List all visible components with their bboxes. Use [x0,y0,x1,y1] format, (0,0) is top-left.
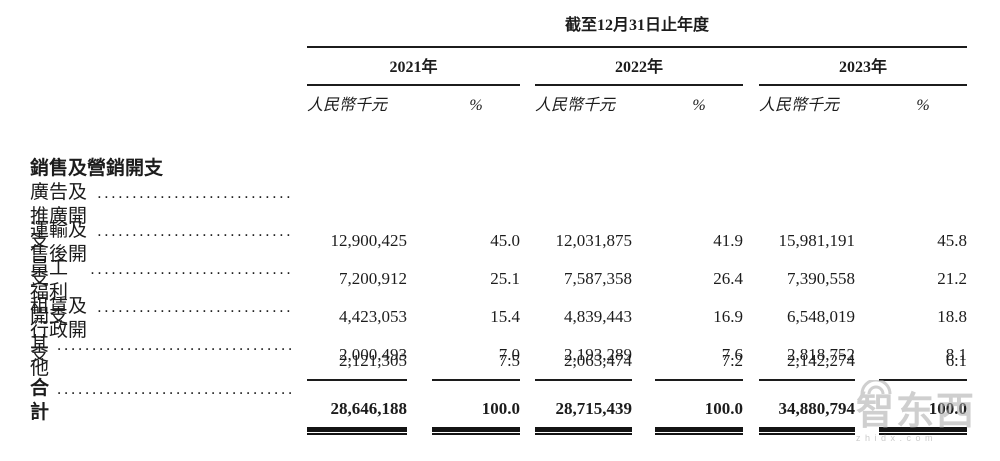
percent-value: 8.1 [945,345,967,364]
amount-value: 7,587,358 [564,269,632,288]
double-rule [655,429,743,435]
double-rule [307,429,407,435]
year-header-2021: 2021年 [307,48,520,86]
amount-value: 4,423,053 [339,307,407,326]
amount-value: 2,121,305 [307,349,407,381]
percent-header-2021: % [469,97,483,114]
unit-header-2021: 人民幣千元 [307,97,388,114]
row-label-cell: 其他 [30,333,307,381]
total-label-cell: 合計 [30,377,307,432]
percent-value: 41.9 [713,231,743,250]
dot-leader [57,378,291,402]
total-percent-2023: 100.0 [879,397,967,432]
row-label-cell: 廣告及推廣開支 [30,181,307,253]
percent-value: 7.5 [432,349,520,381]
amount-value: 15,981,191 [778,231,856,250]
row-label-cell: 員工福利開支 [30,257,307,329]
dot-leader [57,334,291,358]
percent-value: 45.8 [937,231,967,250]
total-percent-2021: 100.0 [432,397,520,432]
period-header-row: 截至12月31日止年度 [30,14,1000,48]
year-header-2023: 2023年 [759,48,967,86]
amount-value: 2,818,752 [787,345,855,364]
double-rule [432,429,520,435]
percent-value: 6.1 [879,349,967,381]
section-header-row: 銷售及營銷開支 [30,157,1000,181]
total-amount-2022: 28,715,439 [535,397,632,432]
expense-rows: 廣告及推廣開支 12,900,425 45.0 12,031,875 41.9 15,98… [30,181,1000,381]
percent-value: 21.2 [937,269,967,288]
total-amount-2023: 34,880,794 [759,397,855,432]
table-row: 其他 2,121,305 7.5 2,063,474 7.2 2,142,274 6.1 [30,333,1000,381]
percent-value: 16.9 [713,307,743,326]
amount-value: 7,390,558 [787,269,855,288]
percent-value: 7.2 [655,349,743,381]
row-label: 員工福利開支 [30,258,69,327]
unit-header-row: 人民幣千元 % 人民幣千元 % 人民幣千元 % [30,86,1000,117]
dot-leader [97,220,291,244]
percent-value: 26.4 [713,269,743,288]
table-row: 員工福利開支 4,423,053 15.4 4,839,443 16.9 6,548,01… [30,257,1000,327]
percent-value: 25.1 [490,269,520,288]
section-header: 銷售及營銷開支 [30,158,164,179]
amount-value: 6,548,019 [787,307,855,326]
dot-leader [97,182,291,206]
percent-header-2023: % [916,97,930,114]
amount-value: 2,000,493 [339,345,407,364]
amount-value: 7,200,912 [339,269,407,288]
double-rule [759,429,855,435]
year-header-2022: 2022年 [535,48,743,86]
percent-value: 18.8 [937,307,967,326]
unit-header-2022: 人民幣千元 [535,97,616,114]
unit-header-2023: 人民幣千元 [759,97,840,114]
table-row: 廣告及推廣開支 12,900,425 45.0 12,031,875 41.9 15,98… [30,181,1000,251]
row-label: 廣告及推廣開支 [30,182,88,251]
amount-value: 2,142,274 [759,349,855,381]
table-row: 運輸及售後開支 7,200,912 25.1 7,587,358 26.4 7,390,5… [30,219,1000,289]
percent-value: 15.4 [490,307,520,326]
row-label: 其他 [30,334,50,379]
total-row: 合計 28,646,188 100.0 28,715,439 100.0 34,… [30,377,1000,432]
double-rule [879,429,967,435]
total-label: 合計 [30,378,50,423]
double-rule-row [30,429,1000,435]
year-header-row: 2021年 2022年 2023年 [30,48,1000,86]
amount-value: 12,031,875 [555,231,633,250]
dot-leader [97,296,291,320]
amount-value: 2,193,289 [564,345,632,364]
percent-value: 7.6 [721,345,743,364]
amount-value: 12,900,425 [330,231,408,250]
amount-value: 2,063,474 [535,349,632,381]
percent-value: 7.0 [498,345,520,364]
total-amount-2021: 28,646,188 [307,397,407,432]
total-percent-2022: 100.0 [655,397,743,432]
percent-header-2022: % [692,97,706,114]
table-row: 租賃及行政開支2,000,4937.02,193,2897.62,818,752… [30,295,1000,365]
period-header: 截至12月31日止年度 [307,14,967,48]
percent-value: 45.0 [490,231,520,250]
row-label: 運輸及售後開支 [30,220,88,289]
amount-value: 4,839,443 [564,307,632,326]
double-rule [535,429,632,435]
dot-leader [90,258,291,282]
row-label-cell: 運輸及售後開支 [30,219,307,291]
